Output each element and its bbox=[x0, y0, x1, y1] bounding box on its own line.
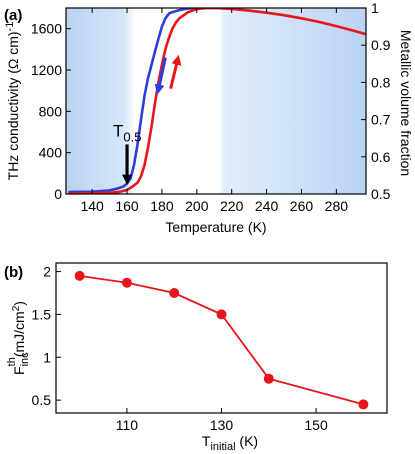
panel-b-x-axis-label-main: T bbox=[202, 433, 211, 449]
threshold-fluence-line bbox=[79, 275, 364, 406]
panel-b-x-axis-label: Tinitial (K) bbox=[202, 433, 258, 453]
t-half-annotation-main: T bbox=[113, 121, 123, 140]
panel-b-y-tick-label: 0.5 bbox=[32, 392, 52, 408]
panel-a-x-tick-label: 240 bbox=[255, 198, 279, 214]
panel-a-x-tick-label: 200 bbox=[185, 198, 209, 214]
data-point bbox=[216, 309, 227, 320]
panel-b-y-axis-label: Fincth(mJ/cm2) bbox=[6, 301, 31, 375]
panel-a-x-tick-label: 220 bbox=[220, 198, 244, 214]
panel-a-y2-tick-label: 1 bbox=[371, 0, 379, 16]
panel-b-frame bbox=[55, 262, 388, 414]
panel-a-x-tick-label: 260 bbox=[290, 198, 314, 214]
panel-b-y-tick-label: 1 bbox=[43, 349, 51, 365]
panel-a-y-tick-label: 800 bbox=[39, 103, 63, 119]
panel-b-y-axis-label-close: ) bbox=[11, 301, 27, 306]
panel-a-x-tick-label: 140 bbox=[80, 198, 104, 214]
panel-a-ticks: 140 160 180 200 220 240 260 280 0 400 800 1200 1600 0… bbox=[31, 0, 391, 214]
data-point bbox=[169, 288, 180, 298]
panel-b-y-tick-label: 2 bbox=[43, 264, 51, 280]
panel-a-y-axis-label-superscript: -1 bbox=[4, 22, 16, 32]
panel-a-label: (a) bbox=[4, 7, 22, 24]
data-point bbox=[358, 399, 369, 410]
panel-b-series-group bbox=[74, 270, 369, 410]
panel-b-x-tick-label: 110 bbox=[116, 417, 139, 433]
data-point bbox=[121, 277, 132, 288]
panel-b-y-axis-label-superscript: th bbox=[6, 357, 18, 366]
panel-b-y-axis-label-subscript: inc bbox=[19, 352, 31, 367]
direction-arrow-heating bbox=[169, 54, 182, 89]
series-line-heating bbox=[68, 8, 366, 194]
panel-b-y-axis-label-unit-superscript: 2 bbox=[11, 305, 22, 311]
t-half-annotation-subscript: 0.5 bbox=[123, 129, 141, 144]
panel-a-y2-tick-label: 0.5 bbox=[371, 186, 391, 202]
panel-b-y-tick-label: 1.5 bbox=[32, 306, 52, 322]
panel-a-background bbox=[66, 8, 366, 194]
panel-a-y2-tick-label: 0.7 bbox=[371, 112, 391, 128]
panel-b-y-axis-label-unit: (mJ/cm bbox=[11, 311, 27, 357]
panel-a-x-tick-label: 160 bbox=[115, 198, 139, 214]
panel-a-series-group bbox=[66, 8, 366, 194]
panel-b: 110 130 150 0.5 1 1.5 2 (b) Tinitial (K) Finct… bbox=[4, 262, 388, 453]
panel-b-x-axis-label-subscript: initial bbox=[210, 441, 235, 453]
panel-a-y-tick-label: 400 bbox=[39, 145, 63, 161]
panel-a-x-tick-label: 180 bbox=[150, 198, 174, 214]
direction-arrow-cooling bbox=[154, 57, 167, 95]
series-line-cooling bbox=[68, 8, 216, 194]
panel-a-y-tick-label: 0 bbox=[54, 186, 62, 202]
panel-b-label: (b) bbox=[4, 264, 23, 281]
data-point bbox=[74, 270, 85, 281]
panel-a-x-axis-label: Temperature (K) bbox=[165, 219, 266, 235]
panel-a-y-axis-label-text: THz conductivity (Ω cm) bbox=[5, 31, 21, 180]
panel-a-y2-axis-label: Metallic volume fraction bbox=[398, 30, 414, 176]
panel-a-y2-tick-label: 0.6 bbox=[371, 149, 391, 165]
panel-a-y2-tick-label: 0.9 bbox=[371, 37, 391, 53]
data-point bbox=[263, 373, 274, 384]
t-half-annotation: T0.5 bbox=[113, 121, 141, 144]
panel-a-y-tick-label: 1600 bbox=[31, 21, 62, 37]
panel-b-y-axis-label-main: F bbox=[11, 366, 27, 375]
panel-a-y2-tick-label: 0.8 bbox=[371, 74, 391, 90]
panel-b-ticks: 110 130 150 0.5 1 1.5 2 bbox=[32, 264, 328, 433]
panel-a-y-tick-label: 1200 bbox=[31, 62, 62, 78]
panel-a-frame bbox=[65, 7, 367, 195]
panel-b-x-axis-label-unit: (K) bbox=[236, 433, 259, 449]
panel-b-x-tick-label: 150 bbox=[304, 417, 328, 433]
panel-b-x-tick-label: 130 bbox=[210, 417, 234, 433]
panel-a: 140 160 180 200 220 240 260 280 0 400 800 1200 1600 0… bbox=[4, 0, 414, 235]
panel-a-y-axis-label: THz conductivity (Ω cm)-1 bbox=[4, 22, 21, 181]
panel-a-x-tick-label: 280 bbox=[325, 198, 349, 214]
